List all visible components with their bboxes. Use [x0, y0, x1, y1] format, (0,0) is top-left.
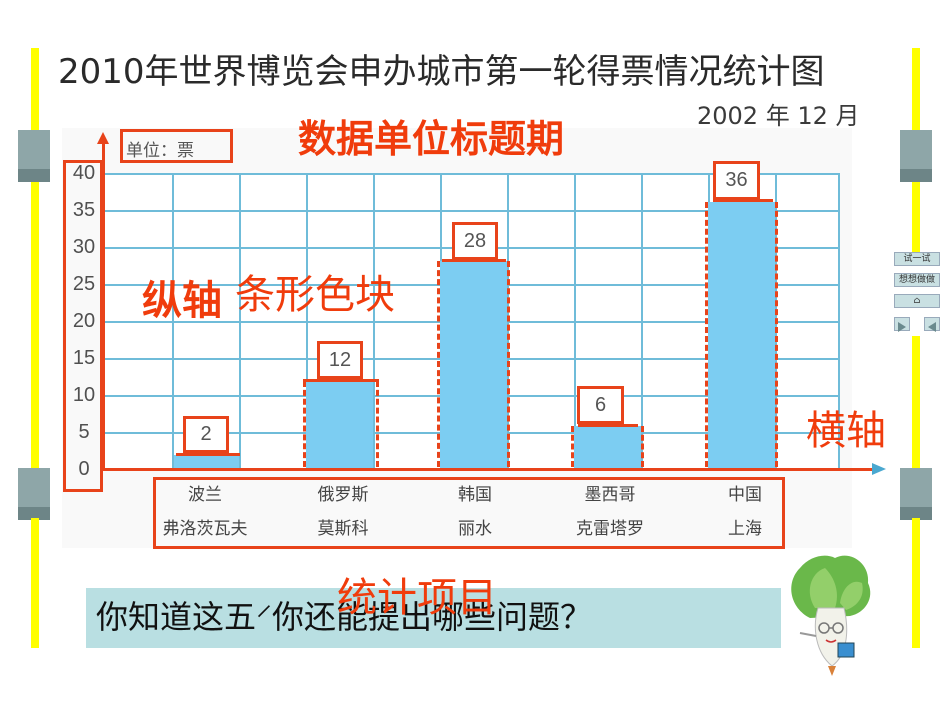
ytick-30: 30 — [72, 236, 96, 258]
ytick-25: 25 — [72, 273, 96, 295]
category-country-poland: 波兰 — [188, 485, 222, 505]
bar-poland — [174, 455, 239, 469]
category-country-china: 中国 — [728, 485, 762, 505]
overlay-category-label: 统计项目 — [337, 575, 497, 621]
overlay-x-axis-label: 横轴 — [806, 408, 886, 454]
gridline-v — [838, 173, 840, 470]
category-city-mexico: 克雷塔罗 — [576, 519, 644, 539]
left-rail-middle — [31, 182, 39, 470]
ytick-35: 35 — [72, 199, 96, 221]
right-rail-bottom — [912, 518, 920, 648]
left-rail-bottom — [31, 518, 39, 648]
overlay-stacked-top-label: 数据单位标题期 — [298, 117, 565, 161]
home-icon: ⌂ — [913, 296, 921, 306]
overlay-y-axis-label: 纵轴 — [142, 278, 222, 324]
category-city-poland: 弗洛茨瓦夫 — [162, 519, 248, 539]
right-rail-block-bottom — [900, 468, 932, 520]
category-country-russia: 俄罗斯 — [317, 485, 369, 505]
ytick-10: 10 — [72, 384, 96, 406]
value-label-mexico: 6 — [577, 386, 624, 424]
previous-button[interactable] — [924, 317, 940, 332]
left-rail-block-top — [18, 130, 50, 182]
gridline-v — [373, 173, 375, 470]
bar-top-line — [303, 379, 379, 382]
x-axis — [102, 468, 874, 471]
think-and-do-button[interactable]: 想想做做 — [894, 273, 940, 287]
ytick-0: 0 — [78, 458, 90, 480]
bar-mexico — [574, 426, 641, 469]
ytick-40: 40 — [72, 162, 96, 184]
bar-china — [708, 202, 775, 469]
right-rail-middle — [912, 182, 920, 252]
bar-russia — [306, 381, 373, 469]
category-city-russia: 莫斯科 — [317, 519, 369, 539]
category-city-korea: 丽水 — [458, 519, 492, 539]
play-right-icon — [898, 322, 906, 332]
bar-outline-russia — [303, 381, 379, 467]
play-left-icon — [928, 322, 936, 332]
right-rail-block-top — [900, 130, 932, 182]
gridline-35 — [105, 210, 840, 212]
x-axis-arrow-icon — [872, 463, 886, 475]
cabbage-mascot-icon — [791, 555, 871, 676]
next-button[interactable] — [894, 317, 910, 332]
bar-outline-mexico — [571, 426, 644, 467]
bar-top-line — [176, 453, 240, 456]
gridline-v — [306, 173, 308, 470]
gridline-v — [641, 173, 643, 470]
gridline-v — [172, 173, 174, 470]
category-country-korea: 韩国 — [458, 485, 492, 505]
y-ticks-highlight-box — [63, 160, 103, 492]
gridline-40 — [105, 173, 840, 175]
gridline-v — [574, 173, 576, 470]
bar-outline-korea — [437, 261, 510, 467]
left-rail-block-bottom — [18, 468, 50, 520]
y-axis-arrow-icon — [97, 132, 109, 144]
value-label-korea: 28 — [452, 222, 498, 260]
home-button[interactable]: ⌂ — [894, 294, 940, 308]
value-label-poland: 2 — [183, 416, 229, 453]
bar-top-line — [442, 259, 506, 262]
question-banner — [86, 588, 781, 648]
value-label-russia: 12 — [317, 341, 363, 379]
chart-title: 2010年世界博览会申办城市第一轮得票情况统计图 — [58, 52, 825, 92]
try-it-button[interactable]: 试一试 — [894, 252, 940, 266]
chart-date: 2002 年 12 月 — [697, 102, 860, 130]
bar-outline-china — [705, 202, 778, 467]
gridline-v — [239, 173, 241, 470]
overlay-bar-block-label: 条形色块 — [235, 272, 395, 318]
category-country-mexico: 墨西哥 — [584, 485, 636, 505]
question-text: 你知道这五⸍你还能提出哪些问题？ — [96, 598, 593, 636]
unit-label-box — [120, 129, 233, 163]
ytick-15: 15 — [72, 347, 96, 369]
bar-top-line — [713, 199, 773, 202]
right-rail-top — [912, 48, 920, 132]
left-rail-top — [31, 48, 39, 132]
category-city-china: 上海 — [728, 519, 762, 539]
y-axis — [102, 140, 105, 470]
unit-label: 单位：票 — [126, 141, 194, 161]
ytick-5: 5 — [78, 421, 90, 443]
bar-top-line — [578, 424, 638, 427]
right-rail-middle2 — [912, 336, 920, 470]
ytick-20: 20 — [72, 310, 96, 332]
bar-korea — [440, 261, 507, 469]
category-labels-box — [153, 477, 785, 549]
value-label-china: 36 — [713, 161, 760, 200]
